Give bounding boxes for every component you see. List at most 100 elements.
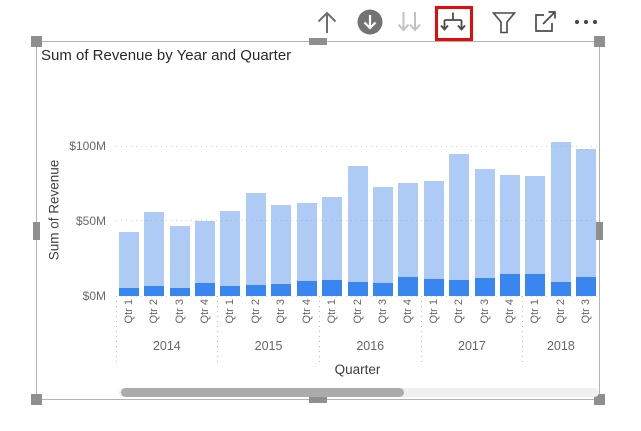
year-label-2014: 2014	[152, 339, 181, 353]
bar-segment-top[interactable]	[169, 225, 190, 288]
bar-segment-top[interactable]	[398, 182, 419, 277]
bar-2014-qtr4[interactable]	[194, 221, 215, 296]
bar-segment-bottom[interactable]	[398, 276, 419, 296]
bar-segment-bottom[interactable]	[194, 282, 215, 296]
expand-all-down-button[interactable]	[439, 9, 467, 37]
group-separator	[115, 296, 117, 366]
bar-segment-bottom[interactable]	[500, 273, 521, 296]
bar-2018-qtr2[interactable]	[550, 142, 571, 296]
bar-segment-top[interactable]	[296, 203, 317, 281]
more-options-button[interactable]	[572, 8, 600, 36]
horizontal-scrollbar-track[interactable]	[119, 388, 599, 397]
bar-segment-bottom[interactable]	[144, 286, 165, 296]
bar-2017-qtr3[interactable]	[474, 169, 495, 296]
resize-handle-bottom-right[interactable]	[594, 394, 605, 405]
expand-all-down-icon	[439, 9, 467, 37]
x-tick-label: Qtr 2	[249, 299, 262, 324]
bar-2017-qtr1[interactable]	[423, 180, 444, 296]
bar-2014-qtr1[interactable]	[118, 231, 139, 296]
bar-segment-top[interactable]	[423, 180, 444, 279]
bar-2016-qtr1[interactable]	[322, 197, 343, 296]
bar-2017-qtr2[interactable]	[449, 154, 470, 296]
bar-segment-bottom[interactable]	[347, 281, 368, 296]
bar-segment-top[interactable]	[500, 174, 521, 274]
y-tick-label: $0M	[82, 289, 106, 303]
bar-segment-top[interactable]	[118, 231, 139, 288]
x-tick-label: Qtr 3	[580, 299, 593, 324]
bar-2014-qtr3[interactable]	[169, 225, 190, 296]
bar-segment-top[interactable]	[525, 176, 546, 275]
resize-handle-left[interactable]	[33, 222, 40, 240]
bar-segment-bottom[interactable]	[118, 287, 139, 296]
resize-handle-right[interactable]	[596, 222, 603, 240]
x-tick-label: Qtr 2	[554, 299, 567, 324]
bar-segment-top[interactable]	[449, 154, 470, 281]
bar-segment-top[interactable]	[271, 204, 292, 284]
bar-2016-qtr2[interactable]	[347, 165, 368, 296]
gridline-50	[116, 220, 599, 221]
bar-segment-top[interactable]	[576, 149, 597, 278]
bar-segment-bottom[interactable]	[322, 279, 343, 296]
x-tick-label: Qtr 2	[148, 299, 161, 324]
x-tick-label: Qtr 2	[453, 299, 466, 324]
filter-funnel-icon	[490, 8, 518, 36]
bar-segment-top[interactable]	[550, 142, 571, 282]
bar-2016-qtr3[interactable]	[372, 186, 393, 296]
bar-segment-bottom[interactable]	[372, 282, 393, 296]
resize-handle-bottom-left[interactable]	[31, 394, 42, 405]
bar-segment-bottom[interactable]	[296, 281, 317, 296]
horizontal-scrollbar-thumb[interactable]	[121, 388, 405, 397]
bar-segment-bottom[interactable]	[220, 285, 241, 296]
bar-segment-bottom[interactable]	[474, 278, 495, 296]
bar-2017-qtr4[interactable]	[500, 174, 521, 296]
gridline-100	[116, 146, 599, 147]
bar-2016-qtr4[interactable]	[398, 182, 419, 296]
drill-down-toggle-button[interactable]	[356, 8, 384, 36]
x-tick-label: Qtr 1	[326, 299, 339, 324]
filter-button[interactable]	[490, 8, 518, 36]
x-tick-label: Qtr 1	[224, 299, 237, 324]
bar-segment-bottom[interactable]	[550, 281, 571, 296]
bar-2014-qtr2[interactable]	[144, 212, 165, 296]
drill-up-button[interactable]	[313, 8, 341, 36]
year-group-2018: Qtr 1 Qtr 2 Qtr 3 2018	[523, 136, 599, 353]
bar-2015-qtr1[interactable]	[220, 211, 241, 296]
bar-segment-bottom[interactable]	[169, 287, 190, 296]
focus-mode-button[interactable]	[531, 8, 559, 36]
x-axis-title: Quarter	[334, 362, 381, 377]
bar-segment-top[interactable]	[474, 169, 495, 278]
resize-handle-top-right[interactable]	[594, 36, 605, 47]
gridline-0	[116, 296, 599, 297]
bar-segment-bottom[interactable]	[245, 284, 266, 296]
bar-segment-bottom[interactable]	[449, 280, 470, 296]
bar-2015-qtr2[interactable]	[245, 192, 266, 296]
bar-segment-top[interactable]	[322, 197, 343, 280]
y-tick-label: $100M	[69, 139, 106, 153]
visual-container[interactable]: Sum of Revenue by Year and Quarter Sum o…	[31, 36, 605, 405]
bar-segment-top[interactable]	[245, 192, 266, 285]
bar-segment-top[interactable]	[220, 211, 241, 286]
go-to-next-level-button[interactable]	[395, 8, 423, 36]
bar-segment-bottom[interactable]	[423, 278, 444, 296]
plot-area: Qtr 1 Qtr 2 Qtr 3 Qtr 4 2014 Qtr 1 Qtr 2 Qtr 3 Q…	[115, 136, 600, 366]
group-separator	[217, 296, 219, 366]
bar-segment-top[interactable]	[144, 212, 165, 287]
x-tick-label: Qtr 4	[300, 299, 313, 324]
x-tick-label: Qtr 3	[275, 299, 288, 324]
bar-segment-top[interactable]	[372, 186, 393, 283]
bar-segment-bottom[interactable]	[271, 284, 292, 296]
bar-segment-bottom[interactable]	[525, 274, 546, 296]
bar-2018-qtr3[interactable]	[576, 149, 597, 296]
bar-segment-top[interactable]	[194, 221, 215, 283]
bar-2015-qtr3[interactable]	[271, 204, 292, 296]
bar-2015-qtr4[interactable]	[296, 203, 317, 296]
x-tick-label: Qtr 4	[198, 299, 211, 324]
bar-segment-bottom[interactable]	[576, 277, 597, 296]
bar-segment-top[interactable]	[347, 165, 368, 282]
year-group-2014: Qtr 1 Qtr 2 Qtr 3 Qtr 4 2014	[116, 136, 218, 353]
resize-handle-bottom[interactable]	[309, 396, 327, 403]
resize-handle-top-left[interactable]	[31, 36, 42, 47]
resize-handle-top[interactable]	[309, 38, 327, 45]
bar-2018-qtr1[interactable]	[525, 176, 546, 296]
